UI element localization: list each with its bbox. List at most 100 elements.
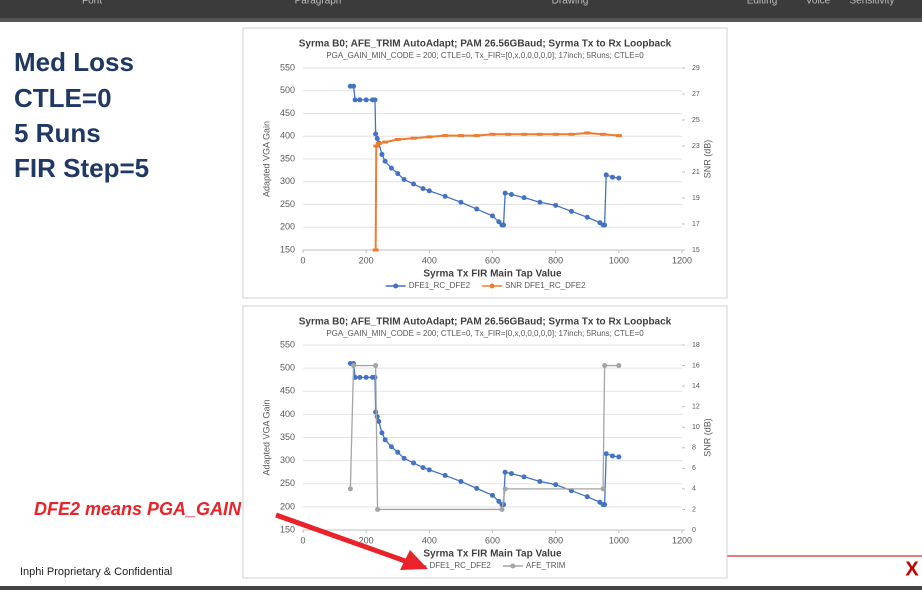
y-tick-label: 200 [280,501,295,511]
legend-label: DFE1_RC_DFE2 [430,561,492,570]
data-point [474,485,480,491]
y2-tick-label: 8 [692,445,696,452]
data-point [426,188,432,194]
data-point [602,222,608,228]
data-point [508,471,514,477]
y-tick-label: 450 [280,108,295,118]
x-tick-label: 1000 [609,255,629,265]
data-point [489,132,496,136]
data-point [373,363,379,369]
y-tick-label: 300 [280,455,295,465]
data-point [600,486,606,492]
x-tick-label: 200 [359,255,374,265]
y2-axis-label: SNR (dB) [702,418,712,457]
data-point [502,469,508,475]
ribbon-label: Voice [806,0,831,7]
data-point [376,418,382,424]
y2-tick-label: 10 [692,424,700,431]
data-point [501,222,507,228]
y2-tick-label: 29 [692,65,700,72]
ribbon-label: Drawing [552,0,589,7]
data-point [473,134,480,138]
bullet: 5 Runs [14,118,101,148]
y-tick-label: 250 [280,478,295,488]
y2-tick-label: 12 [692,404,700,411]
ribbon-label: Sensitivity [849,0,894,7]
data-point [379,151,385,157]
data-point [584,494,590,500]
y-tick-label: 400 [280,131,295,141]
data-point [352,97,358,103]
legend-label: AFE_TRIM [526,561,566,570]
data-point [553,202,559,208]
data-point [372,248,379,252]
data-point [616,363,622,369]
data-point [426,135,433,139]
bullet: FIR Step=5 [14,153,149,183]
series-line [350,362,619,506]
data-point [442,134,449,138]
data-point [568,208,574,214]
annotation: DFE2 means PGA_GAIN [34,499,242,519]
data-point [521,474,527,480]
data-point [379,430,385,436]
x-tick-label: 400 [422,255,437,265]
x-tick-label: 1200 [672,255,692,265]
data-point [382,158,388,164]
status-bar [0,586,922,590]
y-tick-label: 250 [280,199,295,209]
y2-tick-label: 4 [692,486,696,493]
data-point [357,97,363,103]
footer: Inphi Proprietary & Confidential [20,566,172,578]
arrow-head [400,550,428,570]
x-tick-label: 1200 [672,535,692,545]
data-point [552,132,559,136]
bullet: Med Loss [14,47,134,77]
data-point [603,172,609,178]
chart-title: Syrma B0; AFE_TRIM AutoAdapt; PAM 26.56G… [299,39,672,50]
data-point [610,174,616,180]
y2-tick-label: 6 [692,465,696,472]
chart-title: Syrma B0; AFE_TRIM AutoAdapt; PAM 26.56G… [299,317,672,328]
legend-label: SNR DFE1_RC_DFE2 [505,281,586,290]
y-tick-label: 150 [280,524,295,534]
x-axis-label: Syrma Tx FIR Main Tap Value [423,549,562,560]
legend-marker [510,563,516,569]
data-point [372,97,378,103]
data-point [363,374,369,380]
y-axis-label: Adapted VGA Gain [261,121,271,197]
logo: X [905,558,919,580]
y-tick-label: 500 [280,85,295,95]
data-point [374,414,380,420]
x-tick-label: 600 [485,535,500,545]
y-tick-label: 350 [280,153,295,163]
y2-tick-label: 17 [692,221,700,228]
data-point [502,190,508,196]
y-tick-label: 450 [280,386,295,396]
data-point [616,175,622,181]
ribbon-bar [0,0,922,18]
legend-marker [489,283,495,289]
y2-tick-label: 16 [692,362,700,369]
data-point [553,482,559,488]
data-point [395,171,401,177]
ribbon-edge [0,18,922,22]
y-tick-label: 350 [280,432,295,442]
y2-tick-label: 25 [692,117,700,124]
data-point [382,437,388,443]
x-tick-label: 200 [359,535,374,545]
data-point [410,136,417,140]
data-point [401,455,407,461]
data-point [420,186,426,192]
y2-tick-label: 15 [692,247,700,254]
data-point [363,97,369,103]
data-point [474,206,480,212]
data-point [373,144,380,148]
chart-subtitle: PGA_GAIN_MIN_CODE = 200; CTLE=0, Tx_FIR=… [326,51,644,60]
x-tick-label: 0 [300,255,305,265]
ribbon-label: Editing [747,0,778,7]
x-axis-label: Syrma Tx FIR Main Tap Value [423,269,562,280]
y2-tick-label: 21 [692,169,700,176]
data-point [584,214,590,220]
ribbon-label: Paragraph [295,0,342,7]
